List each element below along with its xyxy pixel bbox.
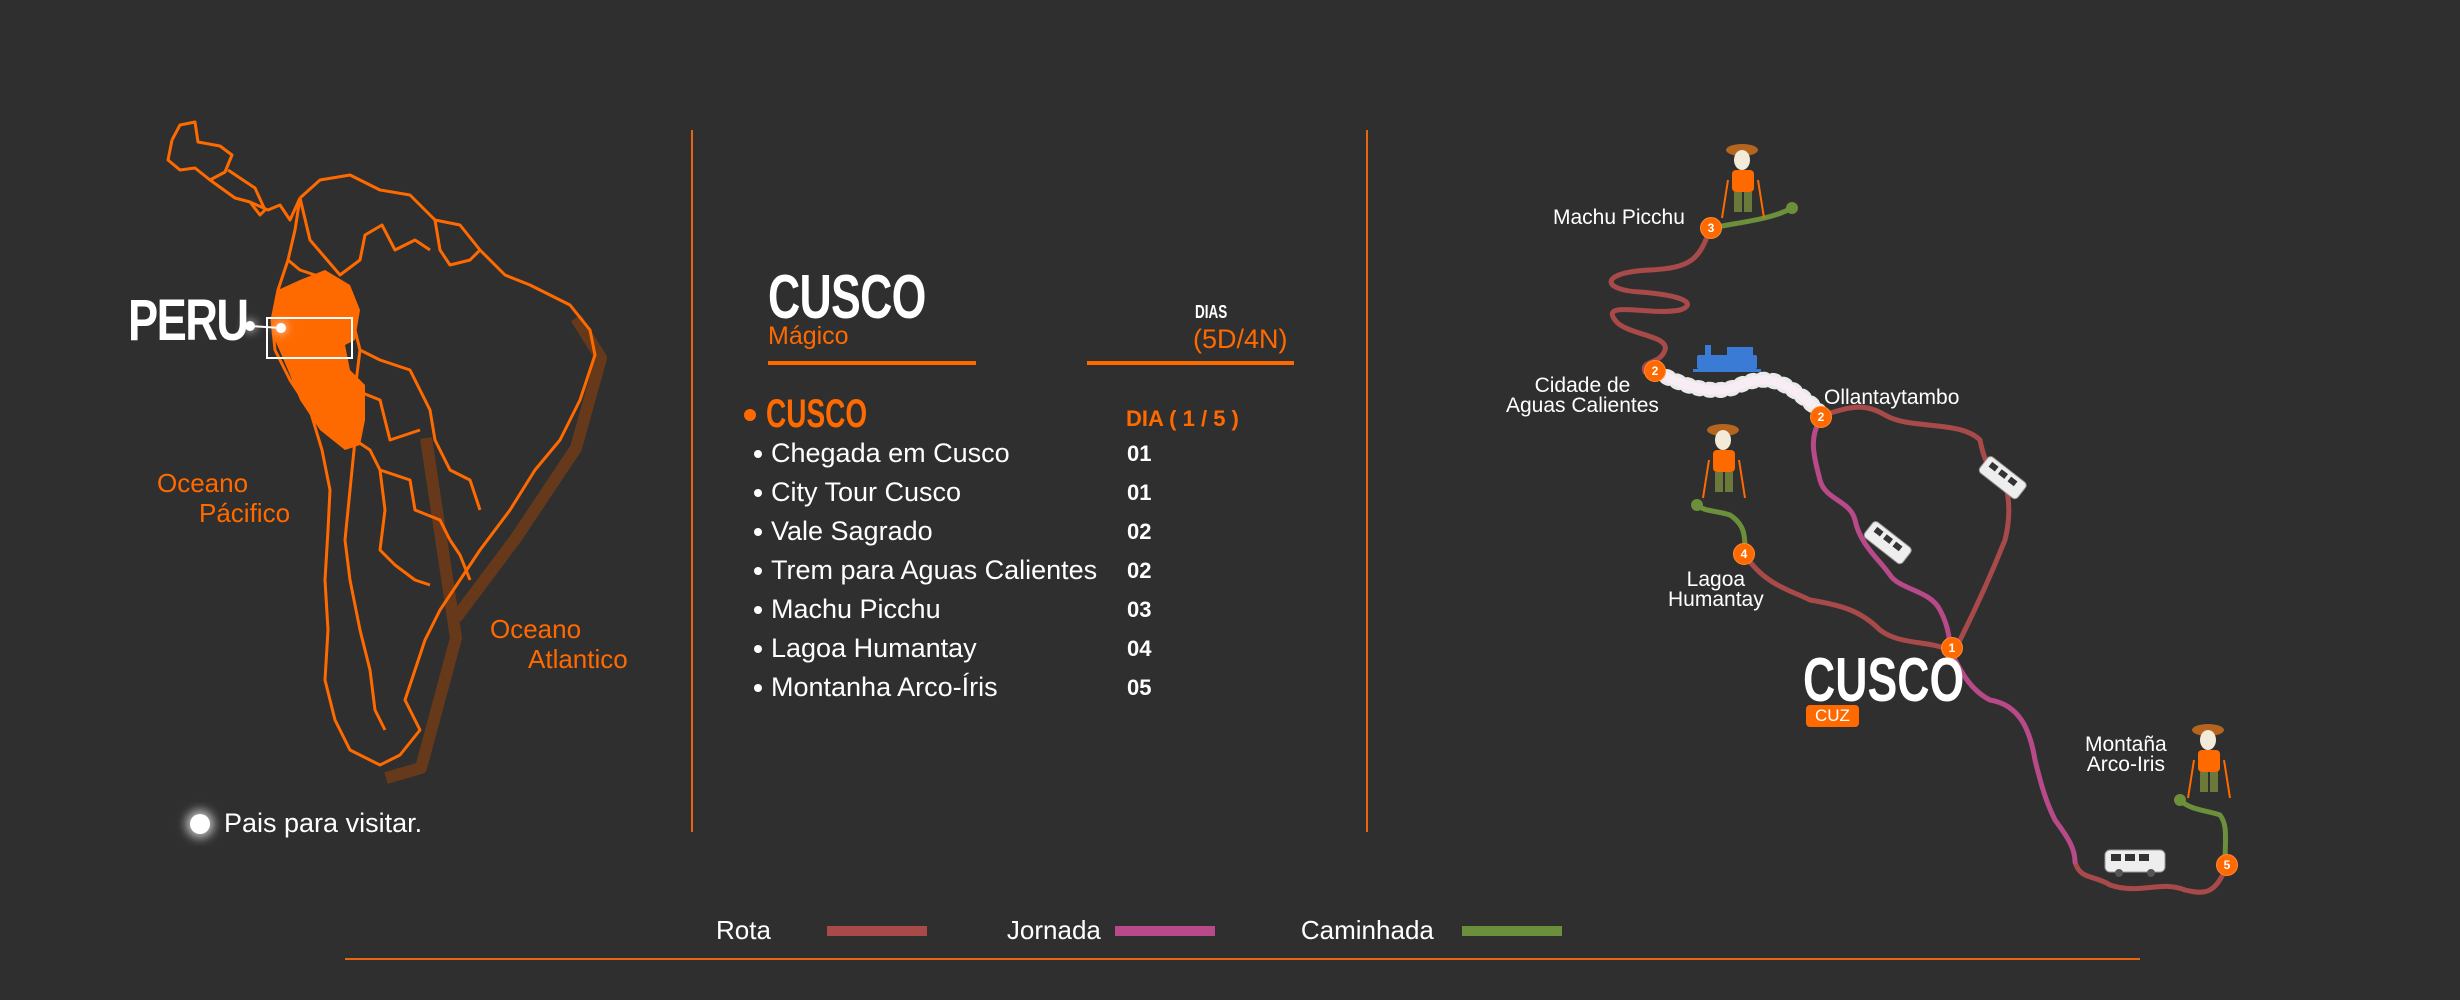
itinerary-item-day: 01 [1127,479,1152,505]
tour-title: CUSCO [768,263,926,332]
route-legend: Rota Jornada Caminhada [716,915,1562,946]
peru-highlight [272,270,365,450]
country-label-peru: PERU [128,288,249,353]
map-legend: Pais para visitar. [190,808,422,839]
itinerary-item-name: Trem para Aguas Calientes [771,555,1098,585]
place-lagoa-humantay: Lagoa Humantay [1668,568,1764,611]
place-humantay-line-1: Lagoa [1686,568,1746,591]
day-column-header: DIA ( 1 / 5 ) [1126,406,1239,431]
itinerary-list: Chegada em Cusco 01 City Tour Cusco 01 V… [754,434,1151,707]
bottom-divider [345,958,2140,960]
ocean-pacific-line-2: Pácifico [199,498,291,528]
glowing-dot-icon [190,813,210,834]
tour-subtitle: Mágico [768,322,849,350]
bullet-icon [754,449,762,458]
itinerary-item: Chegada em Cusco 01 [754,434,1151,473]
route-node-4[interactable]: 4 [1733,543,1755,565]
itinerary-item: Vale Sagrado 02 [754,512,1151,551]
itinerary-item-name: Montanha Arco-Íris [771,672,998,702]
bullet-icon [754,605,762,614]
legend-label: Rota [716,915,771,945]
itinerary-item-name: Machu Picchu [771,594,941,624]
place-arco-iris: Montaña Arco-Iris [2085,733,2167,776]
place-arco-iris-line-2: Arco-Iris [2086,753,2165,776]
itinerary-item-name: Lagoa Humantay [771,633,977,663]
city-code-badge: CUZ [1806,705,1859,727]
bullet-icon [754,644,762,653]
itinerary-section-header: CUSCO [744,392,910,437]
train-icon [1693,345,1761,372]
itinerary-item-day: 02 [1127,557,1152,583]
bullet-icon [754,683,762,692]
dias-value: (5D/4N) [1193,324,1288,354]
route-node-5[interactable]: 5 [2216,854,2238,876]
place-ollantaytambo: Ollantaytambo [1824,386,1960,409]
legend-item-jornada: Jornada [1007,915,1215,946]
itinerary-item-name: Chegada em Cusco [771,438,1010,468]
legend-swatch-rota [826,925,927,936]
ocean-atlantic-line-2: Atlantico [528,644,628,674]
hiker-llama-icon [1702,424,1746,499]
van-icon [2104,849,2166,877]
dias-underline [1087,361,1294,365]
dias-label: DIAS [1195,302,1228,322]
legend-label: Caminhada [1300,915,1434,945]
bullet-icon [754,488,762,497]
itinerary-item: City Tour Cusco 01 [754,473,1151,512]
legend-item-rota: Rota [716,915,927,946]
place-aguas-calientes-line-1: Cidade de [1534,374,1631,397]
itinerary-item-day: 05 [1127,674,1152,700]
ocean-pacific-line-1: Oceano [157,468,249,498]
place-humantay-line-2: Humantay [1668,588,1764,611]
south-america-map [150,110,630,790]
place-aguas-calientes-line-2: Aguas Calientes [1506,394,1659,417]
divider-right [1366,130,1368,832]
section-bullet-icon [744,408,756,421]
van-icon [1978,456,2027,500]
route-node-3[interactable]: 3 [1700,217,1722,239]
continent-outline-icon [166,120,607,784]
itinerary-item-day: 02 [1127,518,1152,544]
place-arco-iris-line-1: Montaña [2085,733,2167,756]
bullet-icon [754,527,762,536]
hiker-llama-icon [1721,144,1765,219]
route-city-label: CUSCO [1803,646,1965,715]
route-node-2-aguas-calientes[interactable]: 2 [1644,360,1666,382]
legend-label: Jornada [1006,915,1101,945]
ocean-pacific-label: Oceano Pácifico [157,468,290,528]
section-title: CUSCO [766,392,868,436]
divider-left [691,130,693,832]
legend-swatch-caminhada [1461,925,1562,936]
place-machu-picchu: Machu Picchu [1553,206,1685,229]
itinerary-item: Lagoa Humantay 04 [754,629,1151,668]
legend-item-caminhada: Caminhada [1301,915,1562,946]
itinerary-item: Machu Picchu 03 [754,590,1151,629]
itinerary-item-day: 04 [1127,635,1152,661]
hiker-llama-icon [2187,724,2231,799]
bullet-icon [754,566,762,575]
itinerary-item: Trem para Aguas Calientes 02 [754,551,1151,590]
itinerary-item-day: 01 [1127,440,1152,466]
route-map [1608,144,2231,895]
route-node-1[interactable]: 1 [1941,637,1963,659]
map-legend-label: Pais para visitar. [224,808,423,838]
itinerary-item-day: 03 [1127,596,1152,622]
itinerary-item-name: Vale Sagrado [771,516,933,546]
route-node-2-ollantaytambo[interactable]: 2 [1810,406,1832,428]
ocean-atlantic-label: Oceano Atlantico [490,614,628,674]
ocean-atlantic-line-1: Oceano [490,614,582,644]
place-aguas-calientes: Cidade de Aguas Calientes [1506,374,1659,417]
itinerary-item-name: City Tour Cusco [771,477,962,507]
itinerary-item: Montanha Arco-Íris 05 [754,668,1151,707]
legend-swatch-jornada [1114,925,1215,936]
van-icon [1863,521,1912,565]
title-underline [768,361,976,365]
